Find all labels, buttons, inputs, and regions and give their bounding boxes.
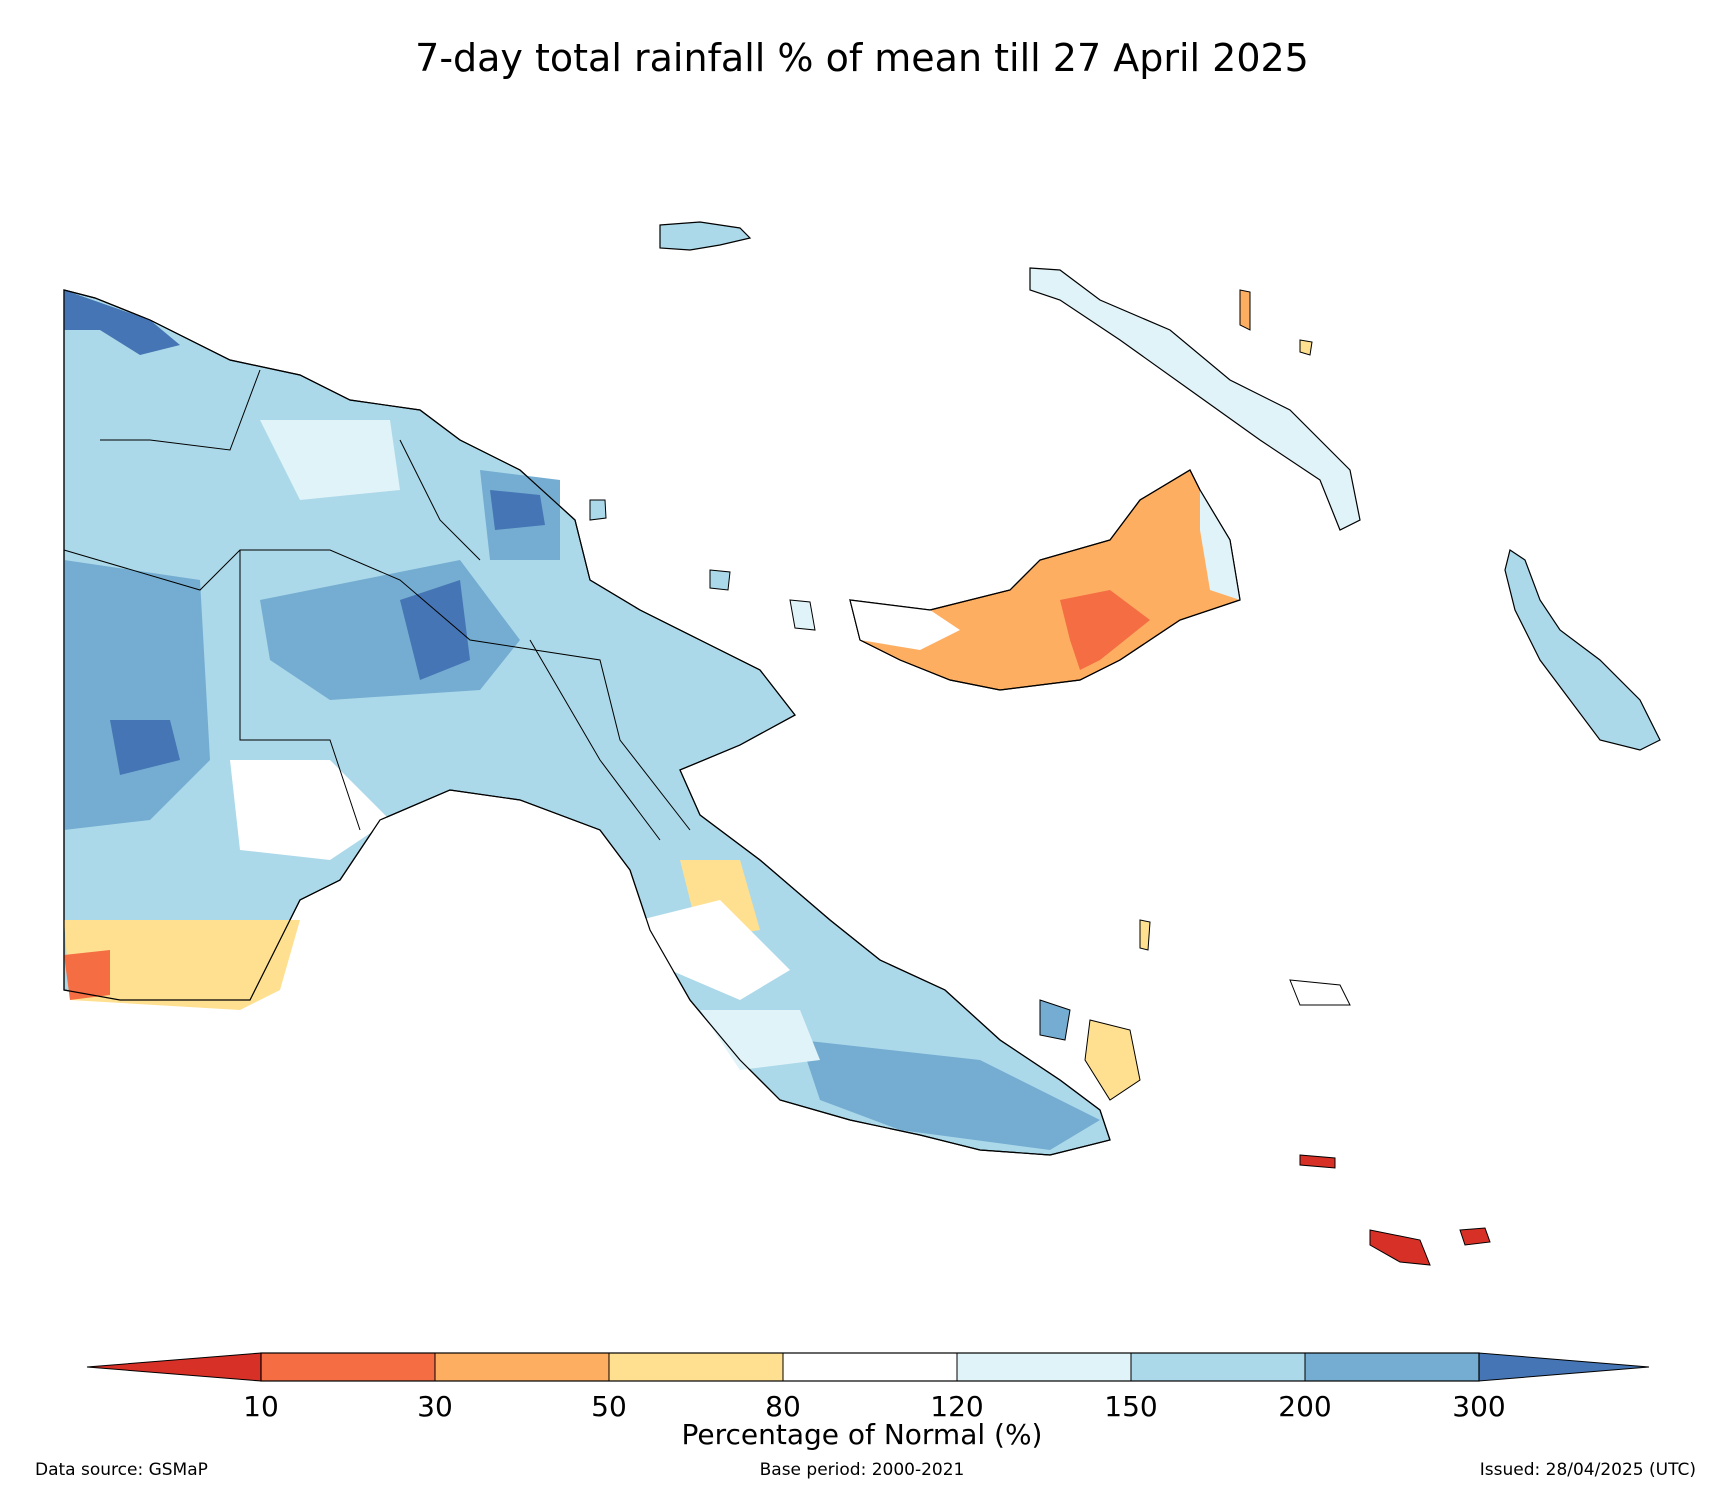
issued-date-note: Issued: 28/04/2025 (UTC) [1479, 1460, 1696, 1480]
new-britain [849, 469, 1241, 691]
colorbar-tick-300: 300 [1452, 1390, 1506, 1423]
colorbar-over-triangle [1478, 1352, 1650, 1382]
colorbar-label: Percentage of Normal (%) [681, 1418, 1043, 1451]
trobriand-island [1289, 979, 1351, 1006]
karkar-island [589, 499, 607, 521]
manus-island [659, 221, 752, 251]
colorbar-tick-50: 50 [591, 1390, 627, 1423]
colorbar-tick-10: 10 [243, 1390, 279, 1423]
data-source-note: Data source: GSMaP [35, 1460, 208, 1480]
colorbar-tick-80: 80 [765, 1390, 801, 1423]
fergusson-island [1084, 1019, 1141, 1101]
base-period-note: Base period: 2000-2021 [759, 1460, 965, 1480]
bougainville [1504, 549, 1661, 751]
long-island [709, 569, 731, 591]
mainland-png [63, 289, 1111, 1156]
new-ireland [1029, 267, 1361, 531]
tabar-island [1299, 339, 1313, 356]
dentrecasteaux-islands [1039, 999, 1071, 1041]
sudest-island [1299, 1154, 1336, 1169]
colorbar-segment-2 [435, 1353, 609, 1381]
colorbar-segment-1 [261, 1353, 435, 1381]
colorbar-segment-5 [957, 1353, 1131, 1381]
colorbar [86, 1352, 1650, 1382]
colorbar-segment-3 [609, 1353, 783, 1381]
colorbar-under-triangle [86, 1352, 262, 1382]
colorbar-segment-4 [783, 1353, 957, 1381]
colorbar-segment-7 [1305, 1353, 1479, 1381]
lihir-island [1239, 289, 1251, 331]
colorbar-tick-200: 200 [1278, 1390, 1332, 1423]
colorbar-segment-6 [1131, 1353, 1305, 1381]
umboi-island [789, 599, 816, 631]
rossel-island [1369, 1229, 1431, 1266]
rossel-east-island [1459, 1227, 1491, 1246]
map-title: 7-day total rainfall % of mean till 27 A… [415, 36, 1309, 80]
woodlark-island [1139, 919, 1151, 951]
colorbar-tick-30: 30 [417, 1390, 453, 1423]
colorbar-tick-120: 120 [930, 1390, 984, 1423]
colorbar-tick-150: 150 [1104, 1390, 1158, 1423]
